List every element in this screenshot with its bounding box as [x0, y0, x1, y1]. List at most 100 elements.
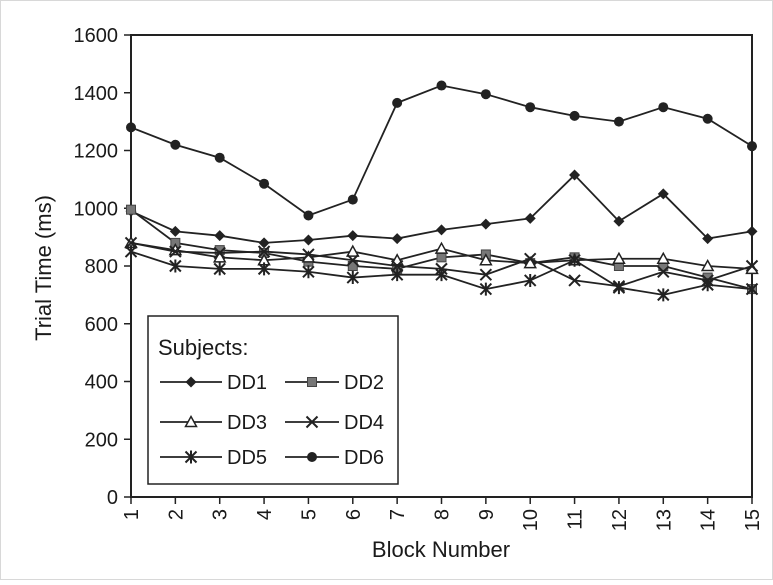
series-dd4-point: [169, 245, 182, 258]
series-dd4-point: [479, 268, 493, 281]
x-tick-label: 14: [698, 509, 720, 531]
y-tick-label: 1600: [74, 25, 119, 47]
series-dd4-point: [346, 254, 359, 267]
legend-item-dd2: DD2: [285, 372, 384, 394]
legend-marker-dd5: [184, 450, 198, 464]
y-axis: 0 200 400 600 800 1000 1200 1400 1600: [74, 25, 131, 509]
x-tick-label: 9: [476, 509, 498, 520]
x-tick-label: 5: [298, 509, 320, 520]
series-dd5-point: [657, 288, 670, 302]
legend-marker-dd3: [184, 414, 198, 428]
series-dd5-point: [524, 273, 537, 287]
series-dd6-point: [126, 122, 136, 133]
series-dd1-point: [302, 234, 314, 246]
y-axis-title: Trial Time (ms): [31, 195, 56, 341]
y-tick-label: 0: [107, 487, 118, 509]
legend-marker-dd1: [185, 376, 197, 388]
series-dd6-point: [436, 80, 447, 91]
series-dd1-point: [480, 218, 492, 230]
series-dd3-point: [612, 251, 626, 265]
y-tick-label: 1200: [74, 141, 119, 163]
series-dd1-point: [436, 224, 447, 236]
x-tick-label: 8: [432, 509, 454, 520]
x-tick-label: 2: [165, 509, 187, 520]
series-dd4-point: [745, 259, 759, 273]
series-dd5-point: [701, 278, 714, 292]
legend-label-dd1: DD1: [227, 372, 267, 394]
series-dd5-point: [124, 245, 138, 259]
x-tick-label: 4: [254, 509, 276, 520]
series-dd6-point: [569, 110, 580, 121]
series-dd1-point: [613, 215, 625, 227]
series-dd3-point: [700, 258, 715, 272]
legend-label-dd4: DD4: [344, 412, 384, 434]
series-dd1-point: [391, 233, 403, 245]
x-tick-label: 6: [343, 509, 365, 520]
series-dd3-point: [434, 241, 449, 254]
legend-label-dd5: DD5: [227, 447, 267, 469]
series-dd4-point: [213, 246, 226, 260]
legend-item-dd5: DD5: [160, 447, 267, 469]
series-dd6-point: [658, 102, 669, 113]
series-dd6-point: [702, 113, 713, 124]
legend-marker-dd6: [307, 452, 317, 462]
series-dd1-point: [347, 230, 359, 242]
series-dd1-point: [657, 188, 669, 200]
series-dd4-point: [657, 265, 670, 278]
series-dd1: [125, 169, 758, 249]
series-dd5: [124, 245, 759, 302]
series-dd6-point: [392, 97, 403, 108]
series-dd3-point: [346, 244, 360, 257]
y-tick-label: 800: [85, 256, 118, 278]
series-dd1-point: [169, 225, 181, 237]
series-dd6-point: [170, 139, 181, 150]
x-tick-label: 7: [387, 509, 409, 520]
series-dd6-point: [747, 141, 757, 152]
series-dd4-point: [524, 252, 537, 265]
y-tick-label: 1000: [74, 198, 119, 220]
series-dd1-point: [258, 237, 270, 249]
y-tick-label: 1400: [74, 83, 119, 105]
series-dd6-point: [480, 89, 491, 100]
series-dd1-point: [214, 230, 226, 242]
series-dd5-point: [257, 262, 271, 276]
legend-label-dd2: DD2: [344, 372, 384, 394]
series-dd4-point: [568, 274, 581, 287]
series-dd1-point: [746, 225, 758, 237]
series-dd5-point: [479, 282, 493, 296]
legend-item-dd3: DD3: [160, 412, 267, 434]
series-dd3-point: [656, 251, 671, 265]
series-dd5-point: [302, 265, 315, 279]
y-tick-label: 600: [85, 314, 118, 336]
series-dd6-point: [525, 102, 536, 113]
series-dd6-point: [347, 194, 358, 205]
x-axis-title: Block Number: [372, 537, 510, 562]
series-dd1-point: [524, 212, 536, 224]
legend-item-dd6: DD6: [285, 447, 384, 469]
legend-items: DD1 DD2 DD3 DD4 DD5 DD6: [160, 372, 384, 469]
legend-item-dd1: DD1: [160, 372, 267, 394]
series-dd6-point: [613, 116, 624, 127]
x-tick-label: 10: [520, 509, 542, 531]
series-dd2-point: [436, 252, 447, 263]
series-dd5-point: [390, 268, 404, 282]
series-dd1-point: [569, 169, 581, 181]
x-axis: 1 2 3 4 5 6 7 8 9 10 11 12 13 14 15: [121, 497, 764, 531]
legend-label-dd6: DD6: [344, 447, 384, 469]
series-dd2-point: [126, 204, 136, 215]
y-tick-label: 400: [85, 372, 118, 394]
series-dd6-point: [303, 210, 314, 221]
series-dd6-point: [214, 152, 225, 163]
series-dd6-point: [259, 178, 270, 189]
x-tick-label: 15: [742, 509, 764, 531]
series-dd3-point: [479, 253, 493, 266]
legend-title: Subjects:: [158, 335, 249, 360]
legend-label-dd3: DD3: [227, 412, 267, 434]
x-tick-label: 12: [609, 509, 631, 531]
series-dd5-point: [213, 262, 226, 276]
series-dd5-point: [169, 259, 182, 273]
series-dd5-point: [568, 253, 581, 267]
series-dd4-point: [302, 248, 315, 261]
